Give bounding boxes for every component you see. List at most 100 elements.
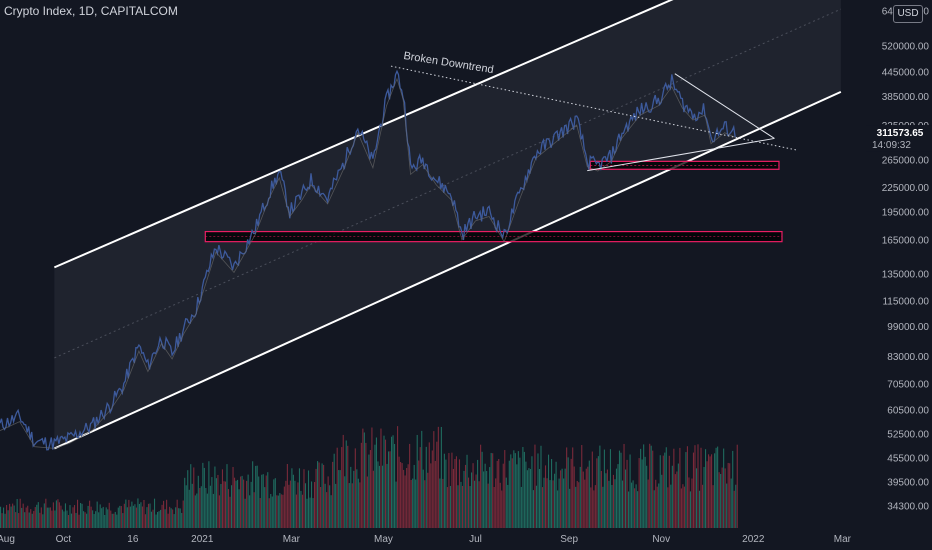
volume-bar: [166, 499, 168, 528]
volume-bar: [631, 482, 633, 528]
volume-bar: [167, 513, 169, 528]
volume-bar: [688, 477, 690, 528]
volume-bar: [504, 450, 506, 528]
volume-bar: [671, 465, 673, 528]
triangle-upper-line[interactable]: [674, 73, 775, 139]
volume-bar: [508, 460, 510, 528]
volume-bar: [708, 454, 710, 528]
volume-bar: [492, 453, 494, 528]
volume-bar: [440, 426, 442, 528]
volume-bar: [424, 480, 426, 528]
volume-bar: [298, 468, 301, 528]
volume-bar: [637, 491, 639, 528]
volume-bar: [381, 465, 384, 528]
volume-bar: [585, 468, 587, 528]
volume-bar: [48, 507, 50, 528]
volume-bar: [629, 454, 631, 528]
volume-bar: [141, 506, 144, 528]
volume-bar: [250, 481, 252, 528]
volume-bar: [615, 468, 618, 528]
volume-bar: [67, 515, 70, 528]
volume-bar: [19, 498, 21, 528]
currency-button[interactable]: USD: [893, 5, 923, 23]
volume-bar: [668, 455, 670, 528]
volume-bar: [474, 480, 476, 528]
volume-bar: [659, 455, 661, 528]
volume-bar: [537, 453, 539, 528]
volume-bar: [640, 448, 642, 528]
volume-bar: [49, 507, 51, 528]
volume-bar: [717, 446, 719, 528]
volume-bar: [516, 464, 518, 528]
volume-bar: [240, 476, 242, 528]
volume-bar: [60, 505, 62, 528]
volume-bar: [277, 495, 279, 528]
volume-bar: [451, 452, 453, 528]
volume-bar: [104, 514, 106, 528]
price-axis[interactable]: 640000.00520000.00445000.00385000.003250…: [866, 6, 932, 512]
volume-bar: [410, 479, 412, 528]
volume-bar: [720, 474, 722, 528]
volume-bar: [230, 485, 233, 528]
volume-bar: [371, 427, 373, 528]
ascending-channel[interactable]: [53, 0, 842, 450]
volume-bar: [271, 496, 273, 528]
volume-bar: [37, 502, 39, 528]
volume-bar: [695, 468, 698, 528]
volume-bar: [662, 455, 664, 528]
volume-bar: [344, 476, 346, 528]
time-axis-label: 2021: [191, 534, 214, 545]
volume-bar: [181, 512, 183, 528]
volume-bar: [369, 450, 371, 528]
volume-bar: [422, 469, 424, 528]
volume-bar: [114, 511, 116, 528]
volume-bar: [561, 468, 563, 528]
volume-bar: [36, 504, 38, 528]
volume-bar: [397, 426, 399, 528]
volume-bar: [443, 453, 445, 528]
volume-bar: [384, 439, 387, 528]
volume-bar: [605, 473, 607, 528]
volume-bar: [169, 506, 171, 528]
volume-bar: [220, 484, 222, 528]
volume-bar: [723, 448, 725, 528]
volume-bar: [617, 464, 619, 528]
volume-bar: [321, 463, 323, 528]
volume-bar: [694, 445, 696, 528]
channel-upper-line[interactable]: [53, 0, 682, 269]
volume-bar: [160, 509, 162, 528]
volume-bar: [126, 507, 128, 528]
support-zones[interactable]: [204, 160, 783, 243]
channel-fill: [54, 0, 841, 449]
moving-average-line: [0, 77, 736, 449]
volume-bar: [270, 493, 272, 528]
volume-bar: [525, 461, 527, 528]
time-axis[interactable]: Aug Oct 16 2021 Mar May Jul Sep Nov 2022 Mar: [0, 528, 932, 550]
volume-bar: [383, 435, 385, 528]
time-axis-label: Oct: [56, 534, 72, 545]
volume-bar: [39, 512, 41, 528]
volume-bar: [300, 490, 302, 528]
volume-bar: [173, 514, 175, 528]
volume-bar: [172, 509, 174, 528]
price-axis-label: 60500.00: [887, 405, 929, 416]
volume-bar: [86, 513, 88, 528]
channel-lower-line[interactable]: [53, 90, 842, 450]
broken-downtrend-line[interactable]: [390, 65, 798, 151]
volume-bar: [712, 485, 714, 528]
price-axis-label: 70500.00: [887, 379, 929, 390]
volume-bar: [54, 510, 56, 528]
triangle-lower-line[interactable]: [587, 137, 775, 172]
volume-bar: [490, 452, 492, 528]
volume-bar: [261, 474, 263, 528]
volume-bar: [93, 514, 95, 528]
volume-bar: [481, 451, 483, 528]
volume-bar: [667, 487, 669, 528]
volume-bar: [467, 477, 470, 528]
volume-bar: [464, 464, 467, 528]
volume-bar: [650, 445, 652, 528]
volume-bar: [529, 469, 531, 528]
volume-bar: [609, 449, 611, 528]
countdown-label: 14:09:32: [872, 140, 911, 151]
